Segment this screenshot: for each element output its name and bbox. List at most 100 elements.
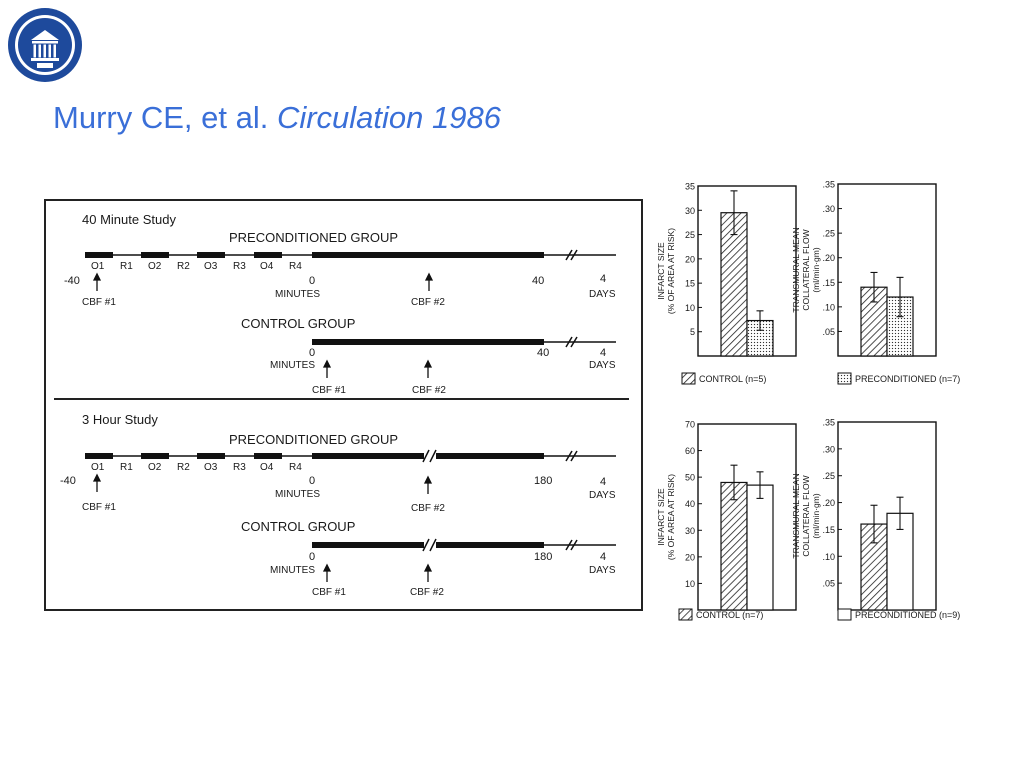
legend-swatch	[837, 372, 852, 385]
y-tick-label: 20	[685, 552, 695, 562]
study1-zero: 0	[309, 275, 315, 287]
study1-control-arrow-cbf1	[322, 359, 332, 378]
study1-cbf1: CBF #1	[82, 297, 116, 308]
y-tick-label: .10	[822, 552, 835, 562]
y-tick-label: 30	[685, 526, 695, 536]
study2-control-days-num: 4	[600, 551, 606, 563]
y-tick-label: .25	[822, 471, 835, 481]
study1-control-cbf2: CBF #2	[412, 385, 446, 396]
study2-cbf2: CBF #2	[411, 503, 445, 514]
study1-control-end: 40	[537, 347, 549, 359]
study2-control-arrow-cbf2	[423, 563, 433, 582]
y-axis-label-line: (% OF AREA AT RISK)	[666, 474, 676, 560]
study1-control-zero: 0	[309, 347, 315, 359]
y-axis-label-line: INFARCT SIZE	[656, 242, 666, 300]
study2-title: 3 Hour Study	[82, 412, 158, 427]
study1-seg-label: O3	[204, 261, 218, 272]
y-tick-label: 30	[685, 206, 695, 216]
y-axis-label-line: TRANSMURAL MEAN	[791, 227, 801, 312]
y-tick-label: 60	[685, 446, 695, 456]
y-tick-label: .30	[822, 444, 835, 454]
study2-arrow-cbf1	[92, 473, 102, 492]
study1-seg-label: O1	[91, 261, 105, 272]
y-tick-label: 35	[685, 182, 695, 192]
y-tick-label: 70	[685, 420, 695, 430]
study2-arrow-cbf2	[423, 475, 433, 494]
study1-arrow-cbf1	[92, 272, 102, 291]
study1-control-bar	[312, 336, 616, 348]
study2-control-zero: 0	[309, 551, 315, 563]
study2-days: DAYS	[589, 490, 616, 501]
study1-control-label: CONTROL GROUP	[241, 316, 355, 331]
study1-minutes: MINUTES	[275, 289, 320, 300]
study2-control-label: CONTROL GROUP	[241, 519, 355, 534]
study2-end: 180	[534, 475, 552, 487]
title-authors: Murry CE, et al.	[53, 100, 269, 135]
y-tick-label: .25	[822, 229, 835, 239]
study2-neg40: -40	[60, 475, 76, 487]
y-axis-label-line: (ml/min·gm)	[811, 247, 821, 292]
slide-title: Murry CE, et al. Circulation 1986	[53, 100, 501, 136]
study2-seg-label: R4	[289, 462, 302, 473]
study1-title: 40 Minute Study	[82, 212, 176, 227]
study1-seg-label: R1	[120, 261, 133, 272]
y-tick-label: 40	[685, 499, 695, 509]
y-axis-label-line: TRANSMURAL MEAN	[791, 473, 801, 558]
study2-minutes: MINUTES	[275, 489, 320, 500]
study2-seg-label: R1	[120, 462, 133, 473]
y-tick-label: .20	[822, 498, 835, 508]
study2-seg-label: O4	[260, 462, 274, 473]
study1-arrow-cbf2	[424, 272, 434, 291]
y-tick-label: 50	[685, 473, 695, 483]
study1-end: 40	[532, 275, 544, 287]
study2-seg-label: O3	[204, 462, 218, 473]
study1-seg-label: O4	[260, 261, 274, 272]
bar	[720, 481, 748, 611]
y-tick-label: 10	[685, 579, 695, 589]
y-tick-label: .15	[822, 525, 835, 535]
y-axis-label: INFARCT SIZE(% OF AREA AT RISK)	[656, 228, 676, 314]
y-tick-label: 20	[685, 254, 695, 264]
study1-seg-label: R3	[233, 261, 246, 272]
study1-seg-label: R4	[289, 261, 302, 272]
study2-precond-label: PRECONDITIONED GROUP	[229, 432, 398, 447]
y-tick-label: .10	[822, 302, 835, 312]
legend-label: PRECONDITIONED (n=9)	[855, 610, 960, 620]
y-axis-label-line: INFARCT SIZE	[656, 488, 666, 546]
y-tick-label: .30	[822, 204, 835, 214]
legend-swatch	[681, 372, 696, 385]
study1-precond-bar	[85, 249, 616, 261]
y-axis-label-line: COLLATERAL FLOW	[801, 229, 811, 310]
y-axis-label-line: (ml/min·gm)	[811, 493, 821, 538]
study1-precond-label: PRECONDITIONED GROUP	[229, 230, 398, 245]
study1-cbf2: CBF #2	[411, 297, 445, 308]
legend-label: CONTROL (n=5)	[699, 374, 766, 384]
university-seal-icon	[8, 8, 82, 82]
study1-control-cbf1: CBF #1	[312, 385, 346, 396]
y-tick-label: .35	[822, 418, 835, 428]
y-tick-label: .05	[822, 327, 835, 337]
y-tick-label: .35	[822, 180, 835, 190]
y-tick-label: .05	[822, 579, 835, 589]
study2-precond-bar	[85, 449, 616, 463]
study1-days-num: 4	[600, 273, 606, 285]
legend-label: CONTROL (n=7)	[696, 610, 763, 620]
y-axis-label: TRANSMURAL MEANCOLLATERAL FLOW(ml/min·gm…	[791, 473, 821, 558]
y-tick-label: 5	[690, 327, 695, 337]
y-axis-label: INFARCT SIZE(% OF AREA AT RISK)	[656, 474, 676, 560]
y-tick-label: .20	[822, 253, 835, 263]
y-tick-label: 25	[685, 230, 695, 240]
study2-seg-label: O2	[148, 462, 162, 473]
bar	[746, 484, 774, 611]
study1-control-days: DAYS	[589, 360, 616, 371]
y-tick-label: 10	[685, 303, 695, 313]
study1-seg-label: R2	[177, 261, 190, 272]
study2-control-end: 180	[534, 551, 552, 563]
study2-control-bar	[312, 538, 616, 552]
y-axis-label: TRANSMURAL MEANCOLLATERAL FLOW(ml/min·gm…	[791, 227, 821, 312]
legend-label: PRECONDITIONED (n=7)	[855, 374, 960, 384]
study2-days-num: 4	[600, 476, 606, 488]
study2-zero: 0	[309, 475, 315, 487]
study2-cbf1: CBF #1	[82, 502, 116, 513]
